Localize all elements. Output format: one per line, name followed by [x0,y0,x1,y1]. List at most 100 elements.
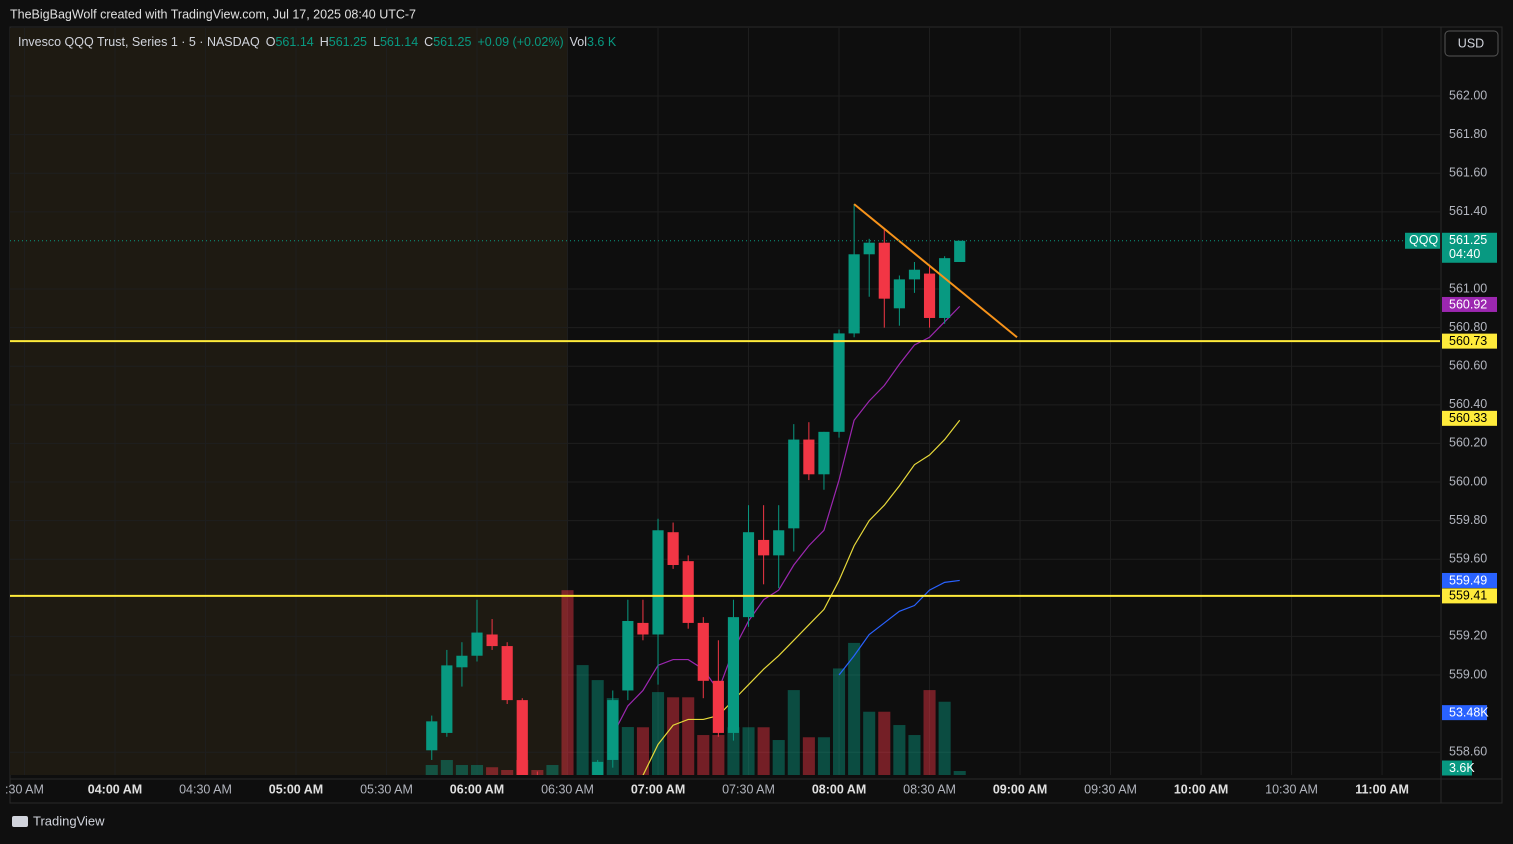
volume-bar [817,737,830,775]
line-label: 560.73 [1449,334,1487,348]
moving-average [838,579,960,676]
y-tick-label: 561.60 [1449,166,1487,180]
candle-body [592,761,604,775]
candle-body [652,530,664,635]
volume-bar [863,711,876,775]
volume-bar [561,590,574,775]
legend-high: 561.25 [329,35,367,49]
candle-body [848,254,860,334]
x-tick-label: 05:30 AM [360,782,413,796]
legend-change: +0.09 (+0.02%) [477,35,563,49]
x-tick-label: 08:00 AM [812,782,866,796]
volume-bar [440,760,453,775]
moving-average [612,305,961,736]
candle-body [818,431,830,475]
legend: Invesco QQQ Trust, Series 1 · 5 · NASDAQ… [18,35,617,49]
y-tick-label: 559.00 [1449,667,1487,681]
x-tick-label: 04:30 AM [179,782,232,796]
x-tick-label: 06:30 AM [541,782,594,796]
plot-area [10,203,1440,775]
candle-body [908,269,921,280]
y-tick-label: 559.20 [1449,629,1487,643]
volume-bar [501,770,514,775]
volume-bar [682,697,695,775]
background-layer [10,28,1440,775]
moving-average [642,419,961,775]
x-tick-label: :30 AM [5,782,44,796]
volume-bar [591,680,604,775]
line-label-bg [1442,588,1497,604]
volume-bar [787,690,800,775]
x-tick-label: 08:30 AM [903,782,956,796]
volume-bar [833,668,846,775]
candle-body [788,439,800,529]
legend-l: L [373,35,380,49]
candle-body [471,632,483,656]
attribution: TheBigBagWolf created with TradingView.c… [10,7,416,21]
legend-vol: Vol [570,35,587,49]
candle-body [878,242,890,299]
legend-open: 561.14 [275,35,313,49]
volume-bar [546,765,559,775]
volume-bar [651,692,665,775]
trend-line [853,203,1018,339]
volume-bar [938,701,951,775]
line-label: 559.41 [1449,589,1487,603]
candle-body [426,721,438,751]
legend-low: 561.14 [380,35,418,49]
volume-label-bg [1442,760,1472,776]
candle-body [516,700,528,775]
candle-body [863,242,875,255]
legend-o: O [266,35,276,49]
legend-name: Invesco QQQ Trust, Series 1 · 5 · NASDAQ [18,35,260,49]
volume-label: 3.6K [1449,761,1475,775]
x-tick-label: 10:00 AM [1174,782,1228,796]
y-tick-label: 562.00 [1449,88,1487,102]
currency-button[interactable] [1444,30,1499,57]
x-tick-label: 05:00 AM [269,782,323,796]
x-tick-label: 09:00 AM [993,782,1047,796]
volume-label: 53.48K [1449,705,1489,719]
candle-body [742,532,755,618]
y-tick-label: 561.00 [1449,281,1487,295]
candle-body [607,700,619,760]
volume-bar [953,771,966,775]
volume-bar [742,727,755,775]
candle-body [923,273,936,318]
x-tick-label: 06:00 AM [450,782,504,796]
volume-bar [576,665,589,775]
volume-bar [893,725,906,775]
volume-bar [621,727,634,775]
line-label-bg [1442,333,1497,349]
candle-body [803,439,815,475]
volume-bar [848,642,861,775]
y-tick-label: 558.60 [1449,745,1487,759]
volume-bar [486,767,499,775]
y-tick-label: 559.60 [1449,552,1487,566]
y-tick-label: 559.80 [1449,513,1487,527]
legend-volume: 3.6 K [587,35,617,49]
volume-bar [425,765,438,775]
countdown: 04:40 [1449,247,1480,261]
volume-bar [802,737,815,775]
candle-body [712,680,724,733]
y-tick-label: 560.60 [1449,359,1487,373]
candle-body [441,665,453,733]
volume-bar [878,711,891,775]
candle-body [682,561,694,623]
y-tick-label: 561.80 [1449,127,1487,141]
volume-bar [712,735,725,775]
volume-bar [470,765,484,775]
x-tick-label: 07:00 AM [631,782,685,796]
volume-bar [757,727,770,775]
volume-bar [697,735,710,775]
premarket-shade [10,28,568,775]
x-tick-label: 09:30 AM [1084,782,1137,796]
candle-body [758,539,770,556]
volume-bar [667,697,680,775]
candle-body [501,646,513,701]
price-label-bg [1442,572,1497,588]
brand: TradingView [33,813,105,828]
x-tick-label: 07:30 AM [722,782,775,796]
last-price-bg [1442,232,1497,263]
